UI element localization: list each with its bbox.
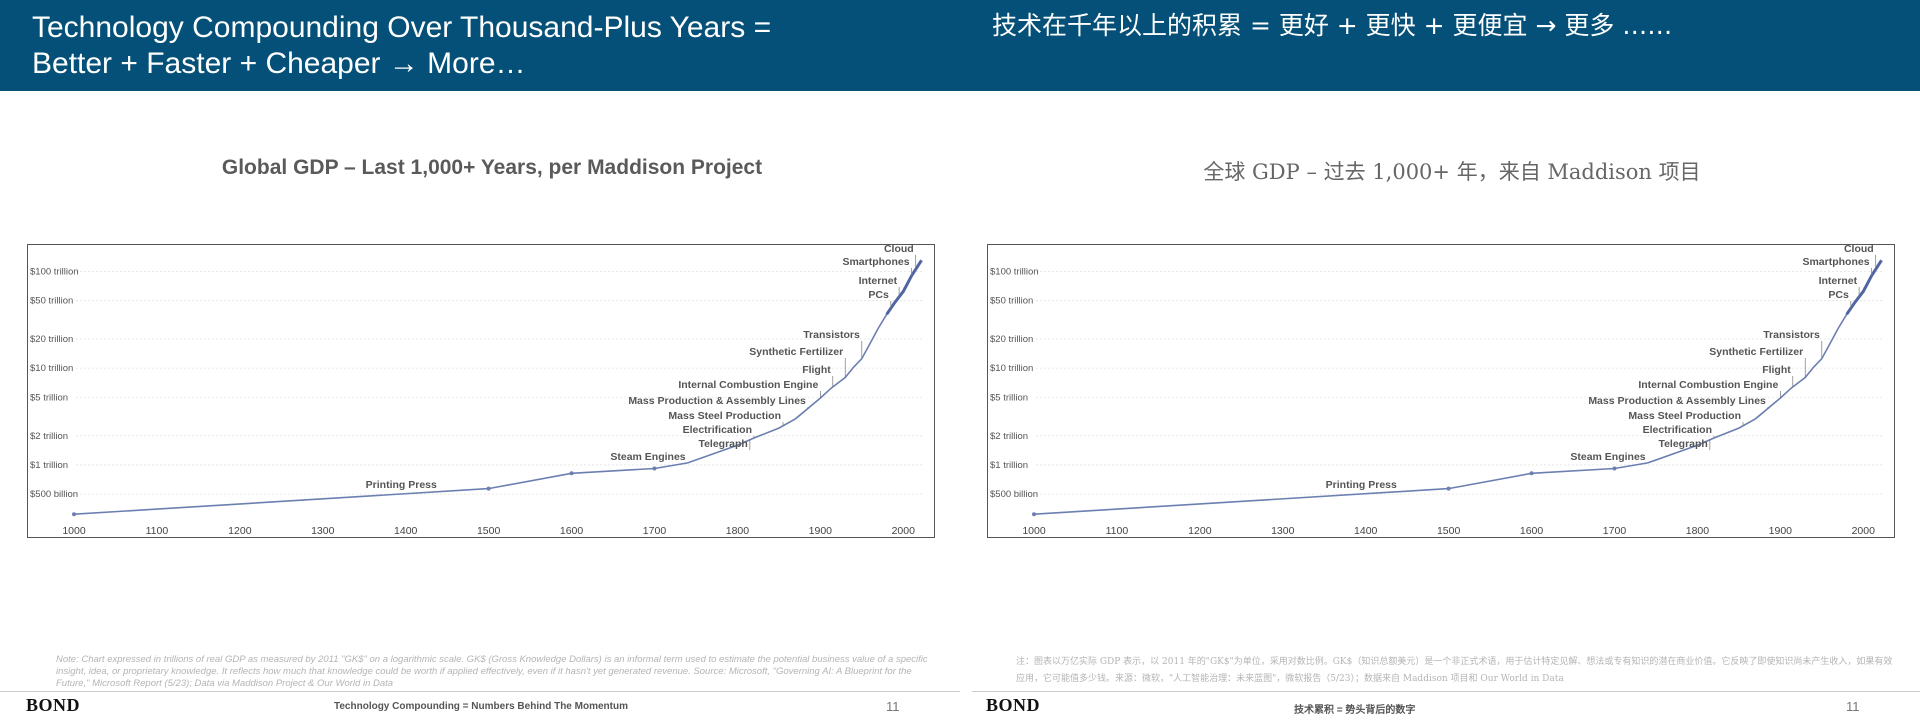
annotation-label: Internet — [1819, 275, 1858, 287]
annotation-label: Transistors — [803, 329, 860, 341]
annotation-label: Telegraph — [1658, 438, 1707, 450]
y-tick-label: $10 trillion — [30, 363, 73, 374]
y-tick-label: $10 trillion — [990, 363, 1033, 374]
y-tick-label: $50 trillion — [990, 295, 1033, 306]
y-tick-label: $500 billion — [990, 489, 1038, 500]
x-tick-label: 2000 — [892, 525, 916, 537]
footer-divider — [0, 691, 960, 692]
x-tick-label: 1700 — [1603, 525, 1627, 537]
y-tick-label: $500 billion — [30, 489, 78, 500]
chart-title-english: Global GDP – Last 1,000+ Years, per Madd… — [221, 156, 763, 179]
y-tick-label: $2 trillion — [30, 431, 68, 442]
annotation-label: Synthetic Fertilizer — [749, 346, 843, 358]
annotation-label: Steam Engines — [1570, 451, 1645, 463]
x-tick-label: 1000 — [1022, 525, 1046, 537]
data-point — [486, 486, 491, 491]
x-tick-label: 1500 — [477, 525, 501, 537]
chart-title-chinese: 全球 GDP – 过去 1,000+ 年，来自 Maddison 项目 — [1203, 160, 1701, 184]
x-tick-label: 1800 — [726, 525, 750, 537]
x-tick-label: 1200 — [1188, 525, 1212, 537]
data-point — [1032, 512, 1036, 517]
x-tick-label: 1300 — [311, 525, 335, 537]
x-tick-label: 1400 — [394, 525, 418, 537]
annotation-label: Mass Production & Assembly Lines — [628, 395, 806, 407]
annotation-label: Flight — [1762, 364, 1791, 376]
gdp-chart-english: $500 billion $1 trillion $2 trillion $5 tri… — [27, 244, 935, 538]
gdp-chart-chinese: $500 billion $1 trillion $2 trillion $5 tri… — [987, 244, 1895, 538]
annotation-label: Transistors — [1763, 329, 1820, 341]
x-tick-label: 1100 — [146, 525, 169, 537]
x-tick-label: 1600 — [1520, 525, 1544, 537]
annotation-label: Internal Combustion Engine — [1638, 379, 1778, 391]
y-tick-label: $1 trillion — [990, 460, 1028, 471]
annotation-label: Steam Engines — [610, 451, 685, 463]
annotation-label: PCs — [868, 289, 889, 301]
y-tick-label: $2 trillion — [990, 431, 1028, 442]
source-note-chinese: 注：图表以万亿实际 GDP 表示，以 2011 年的"GK$"为单位，采用对数比… — [1016, 657, 1893, 684]
gdp-chart-svg: $500 billion $1 trillion $2 trillion $5 tri… — [30, 245, 924, 537]
source-note-english: Note: Chart expressed in trillions of re… — [56, 654, 928, 689]
annotation-label: Telegraph — [698, 438, 747, 450]
data-point — [1529, 471, 1534, 476]
x-tick-label: 1100 — [1106, 525, 1129, 537]
header-banner — [0, 0, 1920, 91]
bond-logo: BOND — [986, 695, 1041, 715]
x-tick-label: 1800 — [1686, 525, 1710, 537]
annotation-label: Synthetic Fertilizer — [1709, 346, 1803, 358]
data-point — [72, 512, 76, 517]
annotation-label: Smartphones — [1802, 256, 1869, 268]
bond-logo: BOND — [26, 695, 81, 715]
y-tick-label: $5 trillion — [990, 392, 1028, 403]
slide-title-english: Technology Compounding Over Thousand-Plu… — [32, 11, 772, 80]
data-point — [652, 466, 657, 471]
x-tick-label: 1700 — [643, 525, 667, 537]
x-tick-label: 1900 — [809, 525, 833, 537]
y-tick-label: $5 trillion — [30, 392, 68, 403]
y-tick-label: $100 trillion — [990, 266, 1039, 277]
annotation-label: Flight — [802, 364, 831, 376]
annotation-label: Electrification — [1643, 424, 1712, 436]
annotation-label: Electrification — [683, 424, 752, 436]
y-tick-label: $50 trillion — [30, 295, 73, 306]
x-tick-label: 1400 — [1354, 525, 1378, 537]
x-tick-label: 1600 — [560, 525, 584, 537]
annotation-label: Internet — [859, 275, 898, 287]
data-point — [569, 471, 574, 476]
x-tick-label: 1300 — [1271, 525, 1295, 537]
annotation-label: Printing Press — [1326, 479, 1397, 491]
data-point — [1612, 466, 1617, 471]
slide-title-chinese: 技术在千年以上的积累 = 更好 + 更快 + 更便宜 → 更多 …… — [992, 11, 1673, 40]
annotation-label: Cloud — [884, 245, 914, 255]
y-tick-label: $20 trillion — [990, 334, 1033, 345]
annotation-label: Printing Press — [366, 479, 437, 491]
x-tick-label: 1900 — [1769, 525, 1793, 537]
annotation-label: Mass Production & Assembly Lines — [1588, 395, 1766, 407]
gdp-chart-svg: $500 billion $1 trillion $2 trillion $5 tri… — [990, 245, 1884, 537]
footer-divider — [972, 691, 1920, 692]
x-tick-label: 2000 — [1852, 525, 1876, 537]
footer-caption-english: Technology Compounding = Numbers Behind … — [334, 701, 628, 712]
annotation-label: PCs — [1828, 289, 1849, 301]
y-tick-label: $20 trillion — [30, 334, 73, 345]
y-tick-label: $100 trillion — [30, 266, 79, 277]
footer-caption-chinese: 技术累积 = 势头背后的数字 — [1294, 705, 1416, 716]
page-number: 11 — [886, 699, 900, 714]
gdp-series-line-recent — [885, 259, 923, 316]
x-tick-label: 1200 — [228, 525, 252, 537]
y-tick-label: $1 trillion — [30, 460, 68, 471]
annotation-label: Cloud — [1844, 245, 1874, 255]
gdp-series-line-recent — [1845, 259, 1883, 316]
x-tick-label: 1500 — [1437, 525, 1461, 537]
page-number: 11 — [1846, 699, 1860, 714]
data-point — [1446, 486, 1451, 491]
annotation-label: Internal Combustion Engine — [678, 379, 818, 391]
annotation-label: Smartphones — [842, 256, 909, 268]
annotation-label: Mass Steel Production — [668, 410, 781, 422]
x-tick-label: 1000 — [62, 525, 86, 537]
annotation-label: Mass Steel Production — [1628, 410, 1741, 422]
